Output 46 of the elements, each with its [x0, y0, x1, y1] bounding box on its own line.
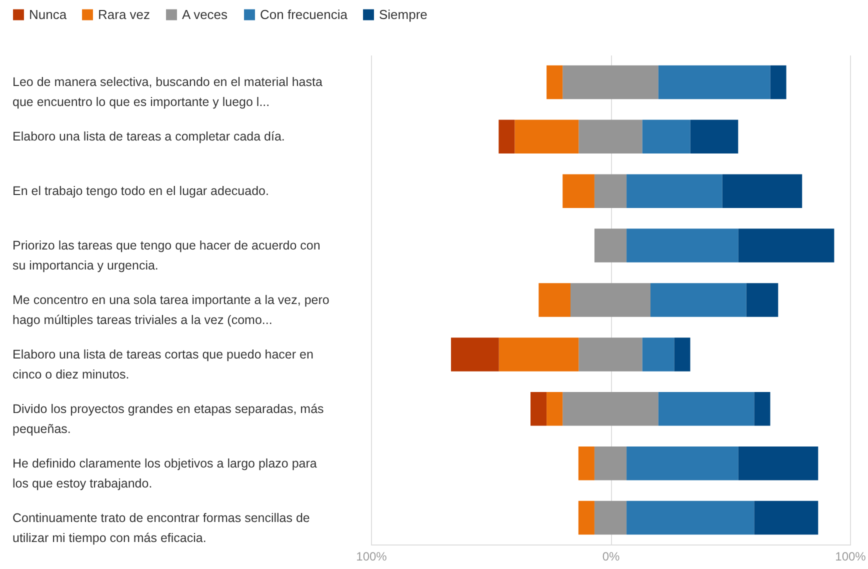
legend-label: Nunca [29, 6, 68, 22]
bar [626, 228, 738, 262]
x-tick-label: 100% [835, 550, 866, 564]
bar [690, 120, 738, 154]
bar [530, 392, 547, 426]
bar [546, 65, 563, 100]
bar [658, 65, 770, 100]
bar [514, 120, 579, 154]
bar [578, 446, 594, 480]
y-tick-label: Continuamente trato de encontrar formas sencillas de utilizar mi tiempo con más eficacia. [12, 510, 310, 545]
x-tick-label: 0% [602, 550, 620, 564]
bar [642, 338, 674, 372]
y-tick-label: En el trabajo tengo todo en el lugar adecuado. [12, 184, 269, 198]
bar [754, 500, 818, 535]
bar [538, 283, 571, 317]
bar [754, 392, 770, 426]
bar [450, 338, 499, 372]
bar [770, 65, 786, 100]
y-tick-label: Me concentro en una sola tarea importante a la vez, pero hago múltiples tareas triviales a la vez (como... [12, 293, 330, 327]
y-tick-label: Elaboro una lista de tareas cortas que puedo hacer en cinco o diez minutos. [12, 347, 314, 382]
bar [674, 338, 690, 372]
y-tick-label: Leo de manera selectiva, buscando en el material hasta que encuentro lo que es importante y luego l... [12, 75, 322, 110]
legend-label: A veces [182, 6, 228, 22]
bar [626, 446, 738, 480]
bar [642, 120, 690, 154]
bar [738, 446, 818, 480]
bar [498, 120, 515, 154]
bar [546, 392, 563, 426]
legend-label: Con frecuencia [260, 6, 348, 22]
x-tick-label: 100% [356, 550, 388, 564]
y-tick-label: Priorizo las tareas que tengo que hacer de acuerdo con su importancia y urgencia. [12, 238, 320, 273]
bar [498, 338, 579, 372]
bar [578, 500, 594, 535]
bar [650, 283, 746, 317]
legend-label: Rara vez [98, 6, 150, 22]
y-tick-label: Elaboro una lista de tareas a completar cada día. [12, 130, 285, 144]
bar [722, 174, 802, 208]
y-tick-label: Divido los proyectos grandes en etapas separadas, más pequeñas. [12, 402, 324, 436]
bar [746, 283, 778, 317]
bar [738, 228, 834, 262]
bar [626, 500, 754, 535]
bar [626, 174, 722, 208]
bar [562, 174, 594, 208]
y-tick-label: He definido claramente los objetivos a largo plazo para los que estoy trabajando. [12, 456, 317, 490]
legend-label: Siempre [379, 6, 428, 22]
bar [658, 392, 754, 426]
